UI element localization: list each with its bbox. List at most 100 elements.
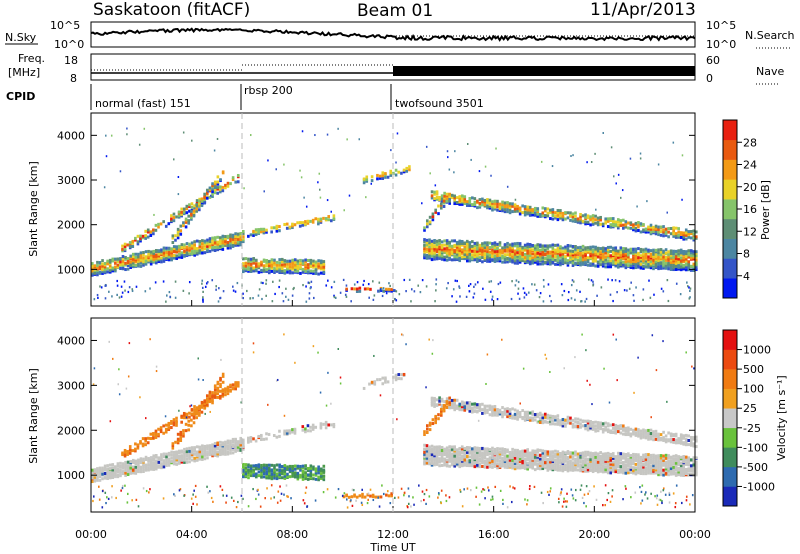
echo-cell — [201, 251, 204, 255]
echo-cell — [518, 463, 522, 467]
echo-cell — [476, 405, 479, 409]
echo-cell — [481, 457, 484, 461]
echo-cell — [275, 260, 279, 264]
echo-cell — [501, 209, 504, 213]
echo-cell — [139, 253, 143, 257]
noise-cell — [217, 300, 220, 303]
echo-cell — [430, 453, 434, 457]
echo-cell — [501, 406, 504, 410]
echo-cell — [554, 254, 557, 258]
echo-cell — [144, 443, 147, 447]
echo-cell — [226, 240, 230, 244]
echo-cell — [471, 464, 474, 468]
echo-cell — [672, 259, 675, 263]
echo-cell — [229, 448, 232, 452]
echo-cell — [443, 191, 446, 195]
echo-cell — [435, 245, 439, 249]
echo-cell — [154, 431, 158, 435]
echo-cell — [589, 426, 592, 430]
echo-cell — [637, 453, 640, 457]
echo-cell — [526, 455, 529, 459]
echo-cell — [654, 465, 658, 469]
echo-cell — [231, 447, 235, 451]
echo-cell — [506, 460, 509, 464]
echo-cell — [146, 235, 150, 239]
echo-cell — [291, 474, 294, 478]
echo-cell — [544, 415, 547, 419]
echo-cell — [234, 448, 237, 452]
echo-cell — [198, 405, 201, 409]
echo-cell — [554, 458, 557, 462]
echo-cell — [561, 261, 565, 265]
echo-cell — [152, 259, 156, 263]
echo-cell — [486, 249, 489, 253]
echo-cell — [672, 260, 675, 264]
echo-cell — [211, 241, 214, 245]
echo-cell — [298, 224, 302, 228]
echo-cell — [304, 220, 307, 224]
echo-cell — [496, 462, 499, 466]
echo-cell — [478, 243, 482, 247]
echo-cell — [213, 236, 217, 240]
echo-cell — [174, 238, 177, 242]
echo-cell — [594, 455, 597, 459]
echo-cell — [536, 243, 540, 247]
echo-cell — [654, 230, 658, 234]
echo-cell — [468, 462, 472, 466]
echo-cell — [488, 407, 492, 411]
echo-cell — [435, 247, 439, 251]
echo-cell — [624, 260, 628, 264]
echo-cell — [569, 249, 572, 253]
echo-cell — [190, 418, 193, 422]
echo-cell — [491, 243, 494, 247]
echo-cell — [221, 452, 225, 456]
echo-cell — [96, 265, 99, 269]
echo-cell — [639, 468, 643, 472]
echo-cell — [455, 252, 459, 256]
echo-cell — [433, 248, 436, 252]
echo-cell — [652, 225, 655, 229]
echo-cell — [440, 249, 444, 253]
echo-cell — [450, 457, 454, 461]
echo-cell — [662, 454, 665, 458]
echo-cell — [312, 473, 315, 477]
echo-cell — [280, 260, 284, 264]
echo-cell — [116, 475, 120, 479]
echo-cell — [286, 259, 289, 263]
noise-cell — [395, 290, 398, 293]
echo-cell — [139, 458, 143, 462]
echo-cell — [632, 250, 635, 254]
echo-cell — [609, 223, 613, 227]
echo-cell — [622, 257, 625, 261]
noise-cell — [301, 130, 304, 133]
noise-cell — [567, 290, 570, 294]
echo-cell — [262, 475, 266, 479]
noise-cell — [120, 285, 123, 288]
noise-cell — [382, 287, 385, 290]
echo-cell — [622, 252, 625, 256]
echo-cell — [518, 250, 522, 254]
echo-cell — [195, 247, 199, 251]
echo-cell — [213, 249, 217, 253]
echo-cell — [544, 252, 547, 256]
echo-cell — [544, 256, 547, 260]
echo-cell — [423, 443, 426, 447]
echo-cell — [285, 431, 289, 435]
echo-cell — [649, 455, 653, 459]
echo-cell — [579, 258, 582, 262]
echo-cell — [106, 472, 109, 476]
echo-cell — [689, 254, 693, 258]
echo-cell — [350, 287, 354, 291]
echo-cell — [108, 474, 112, 478]
echo-cell — [273, 263, 276, 267]
echo-cell — [314, 260, 318, 264]
echo-cell — [521, 255, 524, 259]
freq-tick-bottom: 8 — [70, 72, 77, 85]
echo-cell — [501, 250, 504, 254]
echo-cell — [616, 218, 620, 222]
echo-cell — [373, 382, 377, 386]
echo-cell — [231, 445, 235, 449]
colorbar-swatch — [723, 179, 737, 200]
echo-cell — [622, 465, 625, 469]
echo-cell — [438, 464, 441, 468]
